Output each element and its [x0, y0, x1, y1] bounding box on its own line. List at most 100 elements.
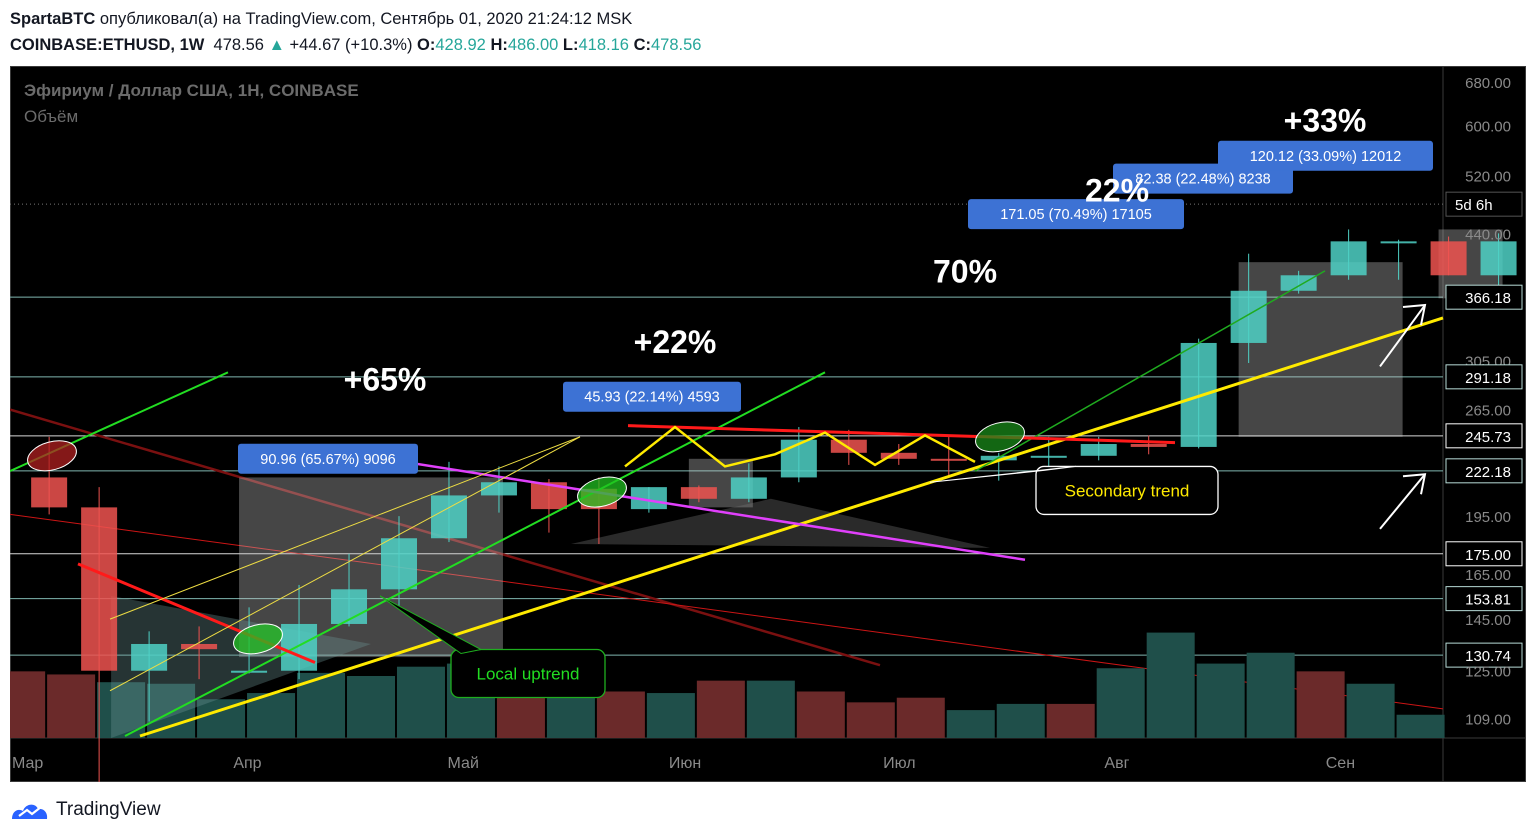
price-chart[interactable]: 90.96 (65.67%) 9096 45.93 (22.14%) 4593 17…	[10, 66, 1526, 782]
candle-body	[1230, 290, 1267, 343]
candle-body	[1280, 275, 1317, 291]
volume-bar	[10, 671, 46, 738]
candle-body	[930, 458, 967, 461]
time-tick-label: Июл	[883, 755, 915, 772]
price-tick-label: 600.00	[1465, 119, 1511, 136]
resistance-line	[327, 448, 1026, 562]
candle-body	[281, 623, 318, 671]
wedge-shape	[111, 595, 371, 738]
volume-bar	[1146, 632, 1195, 738]
measure-label-box	[1218, 140, 1433, 171]
price-tick-label: 520.00	[1465, 168, 1511, 185]
chart-title: Эфириум / Доллар США, 1Н, COINBASE	[24, 81, 359, 100]
countdown-label: 5d 6h	[1455, 197, 1493, 214]
measure-label-text: 45.93 (22.14%) 4593	[584, 390, 719, 406]
ohlc-line: COINBASE:ETHUSD, 1W 478.56 ▲ +44.67 (+10…	[10, 32, 1510, 58]
measure-label-box	[968, 199, 1184, 230]
volume-bar	[1296, 671, 1345, 738]
price-tag	[1445, 284, 1523, 310]
callout-box	[450, 648, 606, 699]
candle-body	[1480, 241, 1517, 276]
measure-label-box	[1113, 163, 1293, 194]
volume-bar	[147, 683, 196, 738]
callout-text: Secondary trend	[1065, 481, 1190, 500]
up-triangle-icon: ▲	[268, 36, 285, 54]
volume-bar	[996, 703, 1045, 738]
volume-bar	[746, 680, 795, 738]
candle-body	[1330, 241, 1367, 276]
price-tag	[1445, 458, 1523, 484]
chart-subtitle: Объём	[24, 107, 78, 126]
candle-body	[630, 487, 667, 510]
price-tick-label: 165.00	[1465, 567, 1511, 584]
arrow-up-right-icon	[1379, 304, 1426, 368]
price-tick-label: 175.00	[1465, 547, 1511, 564]
price-change: +44.67 (+10.3%)	[289, 36, 413, 54]
open-value: 428.92	[435, 36, 486, 54]
candle-body	[31, 477, 68, 508]
main-uptrend-line	[139, 316, 1444, 738]
local-uptrend-line	[124, 371, 826, 737]
measure-label-text: 82.38 (22.48%) 8238	[1135, 172, 1270, 188]
low-label: L:	[562, 36, 579, 54]
volume-bar	[946, 710, 995, 738]
price-tag	[1445, 586, 1523, 612]
candle-body	[181, 643, 218, 650]
candle-body	[730, 477, 767, 499]
price-tick-label: 245.73	[1465, 429, 1511, 446]
price-tag	[1445, 642, 1523, 668]
measure-label-text: 90.96 (65.67%) 9096	[260, 452, 395, 468]
measure-label-text: 120.12 (33.09%) 12012	[1250, 149, 1402, 165]
wedge-shape	[570, 498, 990, 548]
arrow-up-right-icon	[1402, 303, 1427, 326]
candle-body	[1130, 444, 1167, 447]
author-name[interactable]: SpartaBTC	[10, 10, 96, 28]
footer: TradingView	[10, 796, 161, 824]
candle-body	[430, 495, 467, 539]
candle-body	[780, 439, 817, 478]
candle-body	[1430, 241, 1467, 276]
volume-bar	[396, 666, 445, 738]
candle-body	[880, 452, 917, 459]
price-tick-label: 222.18	[1465, 464, 1511, 481]
open-label: O:	[417, 36, 436, 54]
candle-body	[1380, 241, 1417, 244]
arrow-up-right-icon	[1402, 473, 1427, 495]
volume-bar	[796, 691, 845, 738]
volume-bar	[896, 697, 945, 738]
volume-bar	[846, 702, 895, 738]
candle-body	[81, 507, 118, 671]
breakout-ellipse	[577, 476, 627, 508]
price-tag	[1445, 423, 1523, 449]
channel-line	[109, 436, 581, 620]
price-tick-label: 109.00	[1465, 711, 1511, 728]
volume-bar	[347, 676, 395, 738]
price-tick-label: 153.81	[1465, 592, 1511, 609]
measure-box	[1238, 262, 1403, 437]
arrow-up-right-icon	[1379, 473, 1426, 530]
volume-bar	[1346, 683, 1395, 738]
percent-annotation: +33%	[1284, 102, 1367, 138]
measure-label-text: 171.05 (70.49%) 17105	[1000, 207, 1152, 223]
time-tick-label: Авг	[1104, 755, 1129, 772]
percent-annotation: 70%	[933, 253, 997, 289]
low-value: 418.16	[578, 36, 629, 54]
time-tick-label: Май	[448, 755, 479, 772]
symbol-label: COINBASE:ETHUSD, 1W	[10, 36, 205, 54]
price-tick-label: 145.00	[1465, 612, 1511, 629]
tradingview-brand[interactable]: TradingView	[56, 799, 161, 820]
candle-body	[480, 482, 517, 496]
close-value: 478.56	[650, 36, 702, 54]
candle-body	[381, 538, 417, 590]
volume-bar	[1046, 703, 1095, 738]
candle-body	[1030, 455, 1067, 458]
price-tag	[1445, 541, 1523, 567]
measure-label-box	[563, 381, 741, 412]
high-label: H:	[490, 36, 508, 54]
volume-bar	[596, 691, 645, 738]
volume-bar	[1396, 714, 1445, 738]
price-tick-label: 195.00	[1465, 509, 1511, 526]
candle-body	[1080, 444, 1117, 456]
candle-body	[830, 439, 867, 453]
range-zigzag	[624, 425, 976, 468]
